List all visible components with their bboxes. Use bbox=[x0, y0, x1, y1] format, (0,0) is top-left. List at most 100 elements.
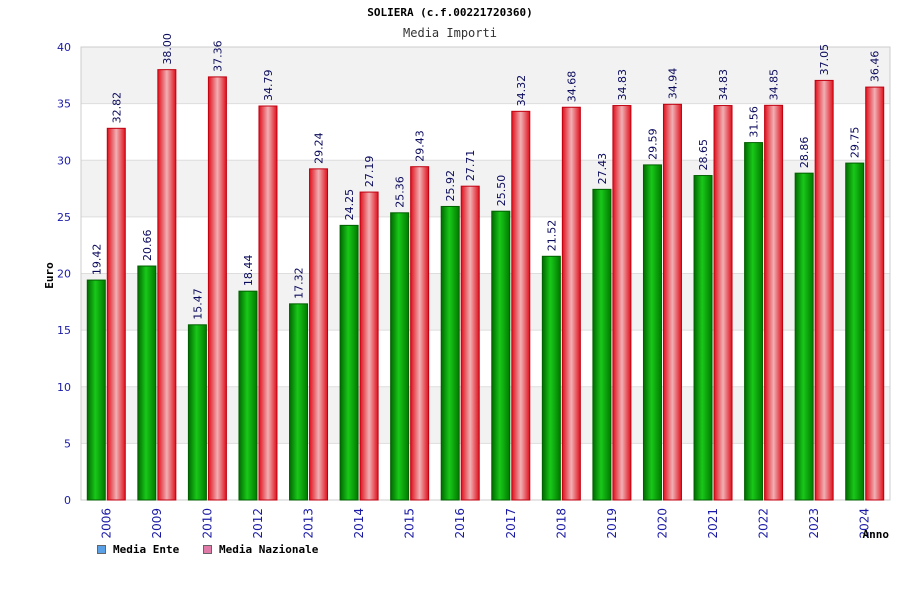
data-label: 24.25 bbox=[343, 189, 356, 221]
data-label: 25.50 bbox=[495, 175, 508, 207]
x-tick-label: 2020 bbox=[655, 508, 669, 539]
data-label: 37.36 bbox=[211, 40, 224, 72]
chart-title: SOLIERA (c.f.00221720360) bbox=[367, 6, 533, 19]
x-tick-label: 2014 bbox=[352, 508, 366, 539]
data-label: 27.71 bbox=[464, 150, 477, 182]
data-label: 29.75 bbox=[849, 127, 862, 159]
bar-media-nazionale bbox=[561, 106, 581, 501]
bar-media-ente bbox=[238, 290, 258, 501]
y-tick-label: 10 bbox=[57, 381, 71, 394]
bar-media-ente bbox=[137, 265, 157, 501]
bar-media-nazionale bbox=[359, 191, 379, 501]
bar-media-nazionale bbox=[511, 110, 531, 501]
data-label: 34.94 bbox=[666, 68, 679, 100]
bar-media-nazionale bbox=[612, 105, 632, 501]
data-label: 34.32 bbox=[515, 75, 528, 107]
data-label: 31.56 bbox=[748, 106, 761, 138]
chart-subtitle: Media Importi bbox=[403, 26, 497, 40]
bar-media-ente bbox=[491, 210, 511, 501]
bar-media-nazionale bbox=[106, 127, 126, 501]
bar-media-ente bbox=[187, 324, 207, 501]
bar-media-nazionale bbox=[713, 105, 733, 501]
bar-media-ente bbox=[86, 279, 106, 501]
y-axis-title: Euro bbox=[43, 262, 56, 289]
data-label: 28.86 bbox=[798, 137, 811, 169]
data-label: 15.47 bbox=[191, 288, 204, 320]
data-label: 37.05 bbox=[818, 44, 831, 76]
bar-media-ente bbox=[390, 212, 410, 501]
bar-media-ente bbox=[693, 175, 713, 501]
y-tick-label: 15 bbox=[57, 324, 71, 337]
x-tick-label: 2015 bbox=[403, 508, 417, 539]
data-label: 34.85 bbox=[768, 69, 781, 101]
data-label: 19.42 bbox=[90, 244, 103, 276]
x-tick-label: 2006 bbox=[99, 508, 113, 539]
y-tick-label: 30 bbox=[57, 154, 71, 167]
legend-label-media-ente: Media Ente bbox=[113, 543, 180, 556]
x-tick-label: 2013 bbox=[302, 508, 316, 539]
x-tick-label: 2009 bbox=[150, 508, 164, 539]
bar-media-nazionale bbox=[258, 105, 278, 501]
data-label: 36.46 bbox=[869, 51, 882, 83]
y-tick-label: 5 bbox=[64, 437, 71, 450]
data-label: 34.83 bbox=[616, 69, 629, 101]
bar-media-nazionale bbox=[865, 86, 885, 501]
x-tick-label: 2017 bbox=[504, 508, 518, 539]
data-label: 27.19 bbox=[363, 156, 376, 188]
data-label: 17.32 bbox=[293, 267, 306, 299]
data-label: 20.66 bbox=[141, 230, 154, 262]
x-tick-label: 2019 bbox=[605, 508, 619, 539]
bar-media-ente bbox=[642, 164, 662, 501]
legend-item-media-nazionale: Media Nazionale bbox=[203, 543, 318, 556]
bar-media-ente bbox=[541, 255, 561, 501]
x-tick-label: 2024 bbox=[858, 508, 872, 539]
x-tick-label: 2012 bbox=[251, 508, 265, 539]
legend-swatch-media-ente bbox=[97, 545, 106, 554]
x-axis-title: Anno bbox=[863, 528, 890, 541]
data-label: 32.82 bbox=[110, 92, 123, 124]
bar-media-ente bbox=[845, 162, 865, 501]
x-tick-label: 2018 bbox=[554, 508, 568, 539]
data-label: 34.83 bbox=[717, 69, 730, 101]
data-label: 27.43 bbox=[596, 153, 609, 185]
data-label: 38.00 bbox=[161, 33, 174, 65]
bar-media-nazionale bbox=[460, 185, 480, 501]
legend-item-media-ente: Media Ente bbox=[97, 543, 179, 556]
bar-media-ente bbox=[339, 224, 359, 501]
x-tick-label: 2016 bbox=[453, 508, 467, 539]
legend-label-media-nazionale: Media Nazionale bbox=[219, 543, 319, 556]
y-tick-label: 20 bbox=[57, 268, 71, 281]
bar-media-nazionale bbox=[662, 103, 682, 501]
y-tick-label: 35 bbox=[57, 98, 71, 111]
data-label: 21.52 bbox=[545, 220, 558, 252]
y-tick-label: 40 bbox=[57, 41, 71, 54]
data-label: 29.43 bbox=[414, 130, 427, 162]
legend-swatch-media-nazionale bbox=[203, 545, 212, 554]
data-label: 18.44 bbox=[242, 255, 255, 287]
data-label: 25.92 bbox=[444, 170, 457, 202]
bar-media-ente bbox=[794, 172, 814, 501]
bar-media-nazionale bbox=[207, 76, 227, 501]
data-label: 34.79 bbox=[262, 70, 275, 102]
bar-media-nazionale bbox=[309, 168, 329, 501]
bar-media-nazionale bbox=[764, 104, 784, 501]
y-tick-label: 25 bbox=[57, 211, 71, 224]
bar-media-nazionale bbox=[410, 166, 430, 501]
x-tick-label: 2022 bbox=[757, 508, 771, 539]
bar-media-ente bbox=[592, 188, 612, 501]
x-tick-label: 2010 bbox=[200, 508, 214, 539]
data-label: 34.68 bbox=[565, 71, 578, 103]
bar-media-nazionale bbox=[157, 69, 177, 501]
bar-media-nazionale bbox=[814, 79, 834, 501]
y-tick-label: 0 bbox=[64, 494, 71, 507]
data-label: 25.36 bbox=[394, 176, 407, 208]
x-tick-label: 2023 bbox=[807, 508, 821, 539]
data-label: 28.65 bbox=[697, 139, 710, 171]
bar-media-ente bbox=[744, 142, 764, 501]
bar-media-ente bbox=[440, 205, 460, 501]
plot-border bbox=[80, 46, 891, 501]
data-label: 29.59 bbox=[646, 128, 659, 160]
data-label: 29.24 bbox=[313, 132, 326, 164]
bar-media-ente bbox=[289, 303, 309, 501]
